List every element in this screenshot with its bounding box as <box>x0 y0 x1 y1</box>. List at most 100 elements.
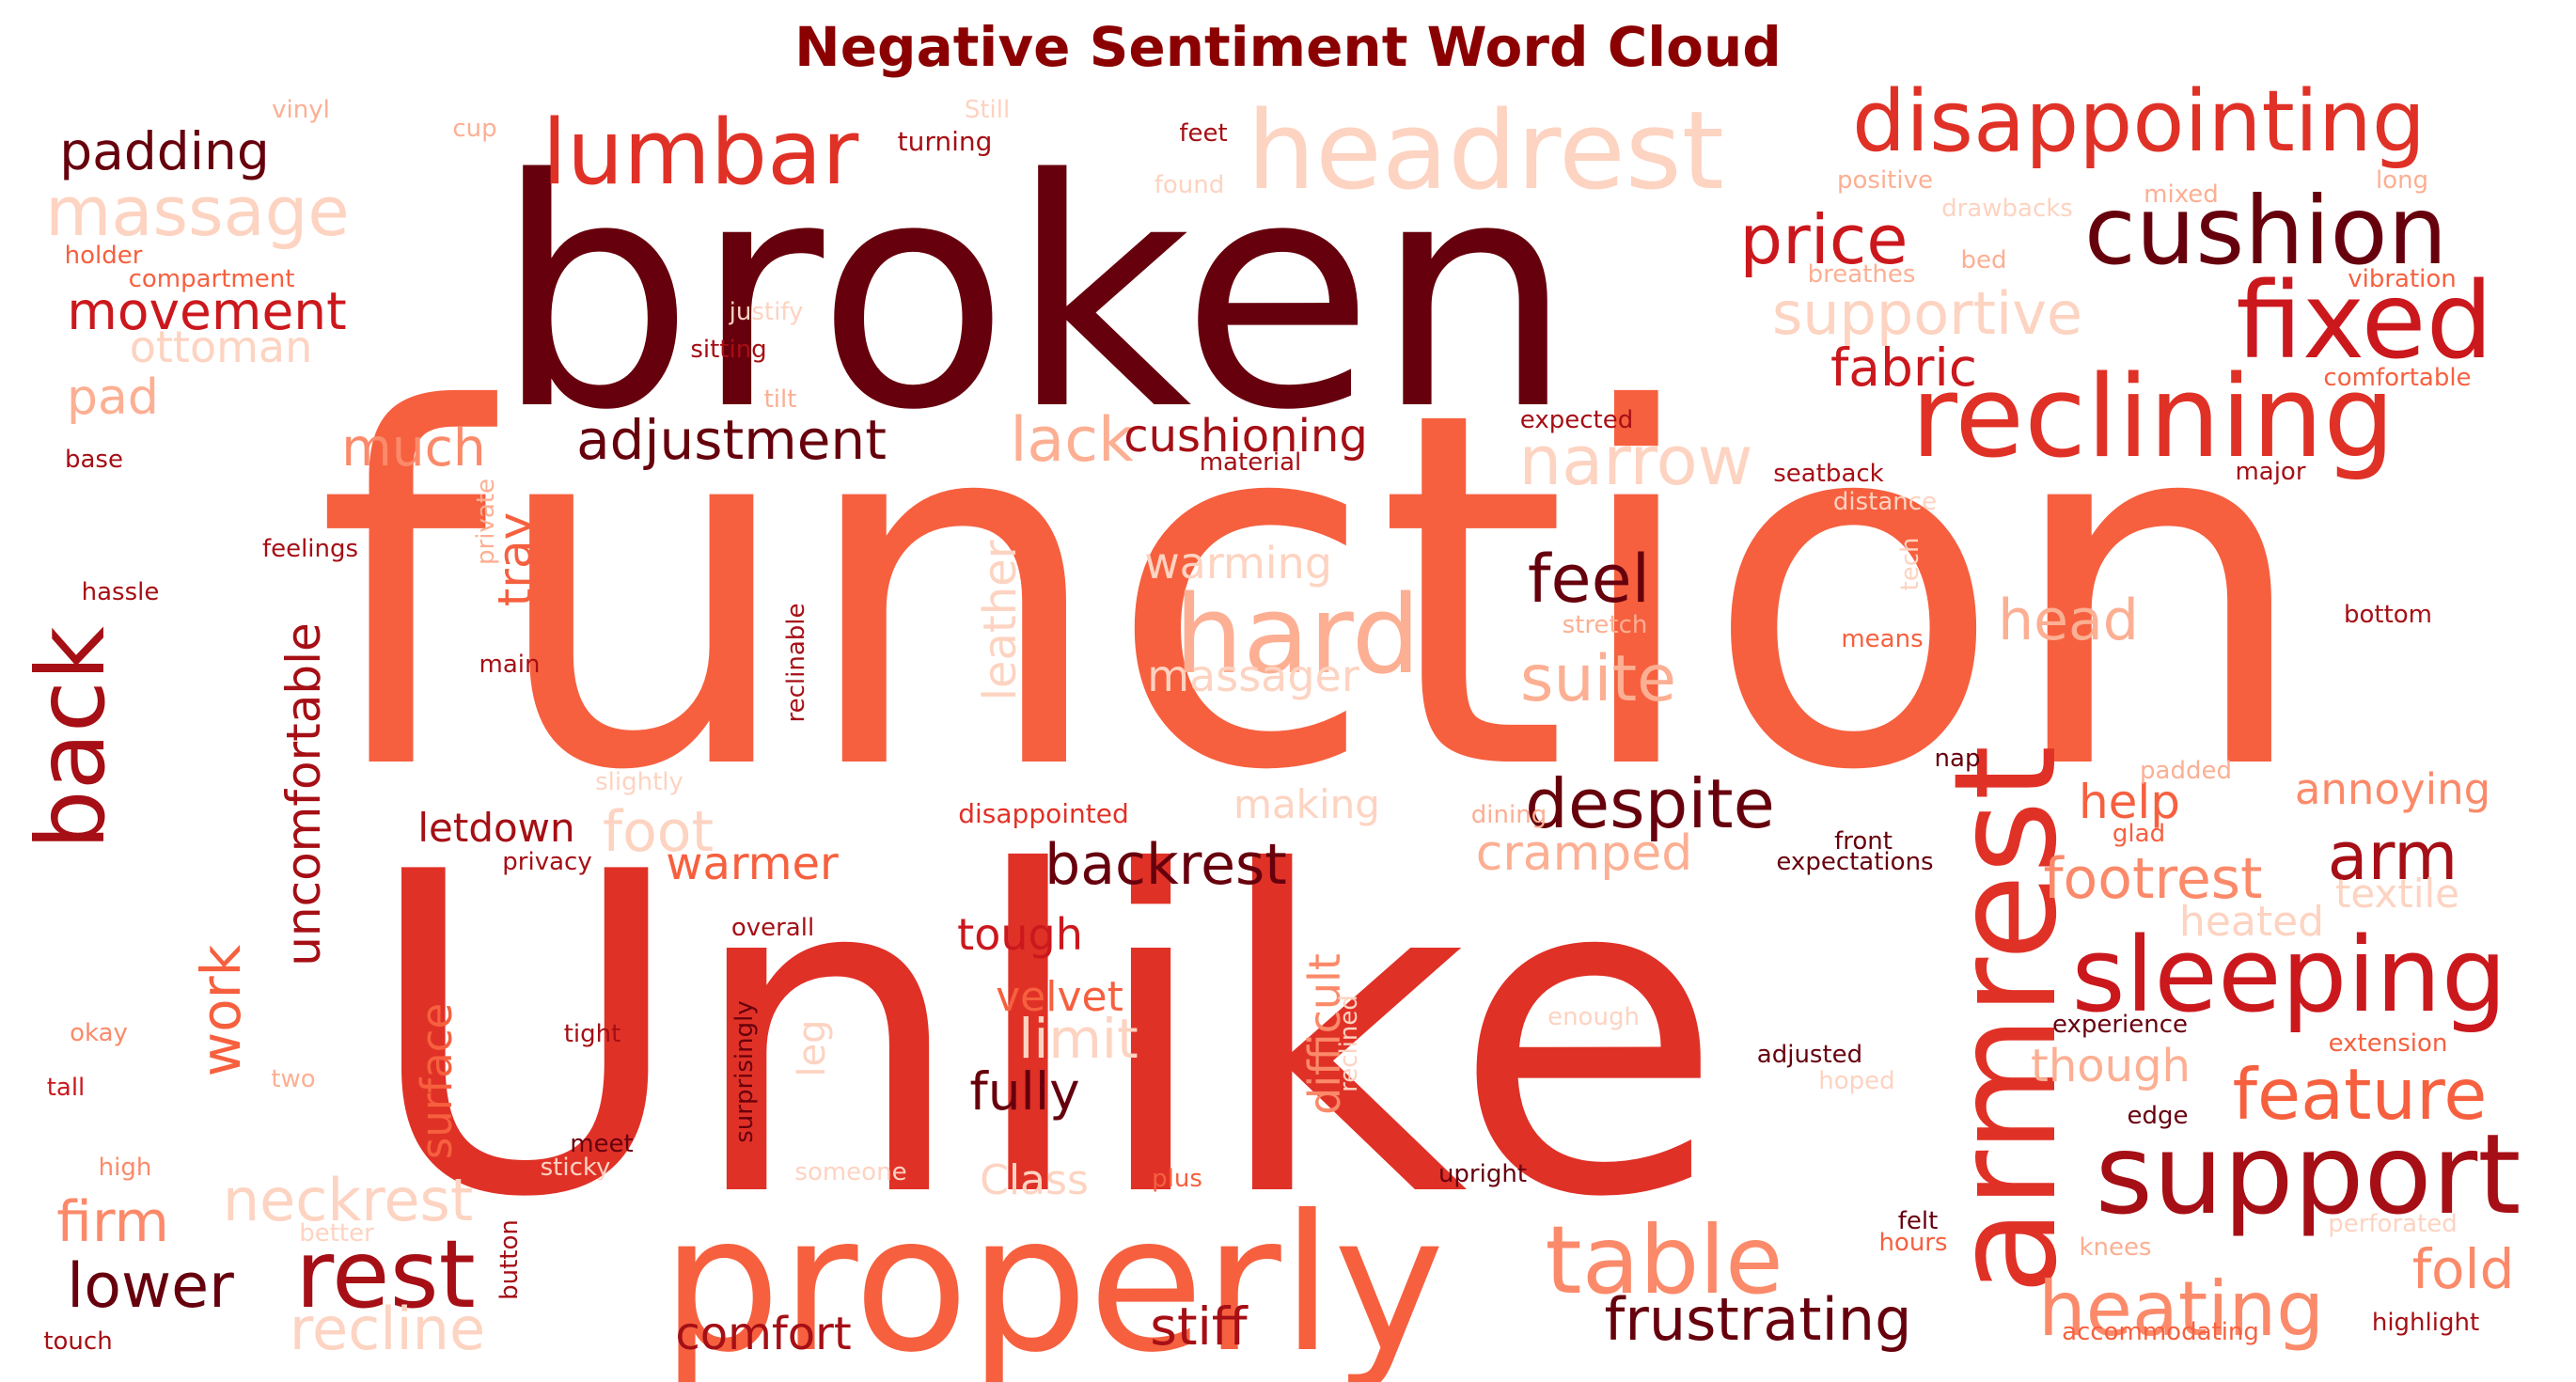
word-limit: limit <box>1018 1007 1139 1071</box>
word-leg: leg <box>791 1019 834 1076</box>
word-suite: suite <box>1520 642 1676 716</box>
word-major: major <box>2235 458 2305 486</box>
word-tech: tech <box>1896 538 1924 591</box>
word-disappointed: disappointed <box>958 798 1128 829</box>
word-seatback: seatback <box>1773 460 1883 488</box>
word-vinyl: vinyl <box>272 96 330 124</box>
word-highlight: highlight <box>2372 1309 2479 1337</box>
word-frustrating: frustrating <box>1605 1285 1912 1354</box>
word-upright: upright <box>1438 1160 1527 1188</box>
word-slightly: slightly <box>595 768 683 796</box>
word-knees: knees <box>2079 1233 2151 1262</box>
word-supportive: supportive <box>1772 279 2082 348</box>
word-nap: nap <box>1935 745 1981 773</box>
word-pad: pad <box>67 369 159 426</box>
word-making: making <box>1233 781 1380 827</box>
word-privacy: privacy <box>502 848 591 876</box>
word-adjusted: adjusted <box>1757 1041 1862 1069</box>
word-positive: positive <box>1837 166 1933 195</box>
word-feel: feel <box>1528 541 1650 618</box>
word-bottom: bottom <box>2344 601 2432 629</box>
word-front: front <box>1834 827 1893 856</box>
word-ottoman: ottoman <box>130 322 313 372</box>
word-hours: hours <box>1878 1229 1947 1257</box>
word-edge: edge <box>2128 1102 2189 1130</box>
word-reclining: reclining <box>1911 353 2395 483</box>
word-mixed: mixed <box>2144 181 2219 209</box>
word-holder: holder <box>65 242 143 270</box>
word-unlike: Unlike <box>363 779 1724 1294</box>
word-massage: massage <box>45 172 349 251</box>
word-cup: cup <box>452 115 496 143</box>
word-accommodating: accommodating <box>2062 1318 2259 1346</box>
word-stiff: stiff <box>1150 1296 1249 1357</box>
word-properly: properly <box>661 1175 1444 1382</box>
word-bed: bed <box>1960 246 2006 275</box>
word-recline: recline <box>290 1295 485 1363</box>
word-felt: felt <box>1898 1207 1939 1235</box>
word-tall: tall <box>47 1074 86 1102</box>
word-surface: surface <box>412 1003 462 1159</box>
word-massager: massager <box>1147 651 1359 701</box>
word-hard: hard <box>1174 573 1421 699</box>
word-feelings: feelings <box>262 535 358 563</box>
word-two: two <box>271 1065 315 1093</box>
word-reclined: reclined <box>1335 995 1363 1092</box>
word-sleeping: sleeping <box>2071 915 2506 1035</box>
word-cushion: cushion <box>2084 176 2447 286</box>
word-cushioning: cushioning <box>1123 410 1368 463</box>
word-firm: firm <box>56 1189 169 1255</box>
word-velvet: velvet <box>996 973 1123 1021</box>
word-feature: feature <box>2233 1053 2488 1136</box>
word-compartment: compartment <box>129 265 295 293</box>
word-extension: extension <box>2329 1029 2448 1058</box>
word-work: work <box>189 944 253 1076</box>
word-reclinable: reclinable <box>782 604 810 723</box>
word-leather: leather <box>974 540 1027 700</box>
word-annoying: annoying <box>2295 764 2490 814</box>
word-function: function <box>316 307 2313 877</box>
word-turning: turning <box>898 126 993 157</box>
word-adjustment: adjustment <box>576 408 887 472</box>
word-distance: distance <box>1833 488 1937 516</box>
word-justify: justify <box>729 298 804 326</box>
word-lower: lower <box>67 1251 234 1322</box>
word-back: back <box>16 626 126 850</box>
word-lumbar: lumbar <box>542 102 860 205</box>
word-meet: meet <box>570 1130 634 1158</box>
word-comfortable: comfortable <box>2323 364 2471 392</box>
word-cramped: cramped <box>1476 825 1693 882</box>
word-main: main <box>479 651 541 679</box>
word-overall: overall <box>731 914 814 942</box>
word-padded: padded <box>2140 757 2232 785</box>
word-support: support <box>2095 1109 2521 1239</box>
word-head: head <box>1998 588 2139 653</box>
word-still: Still <box>965 96 1010 124</box>
word-comfort: comfort <box>675 1308 851 1360</box>
word-plus: plus <box>1152 1165 1202 1193</box>
page-title: Negative Sentiment Word Cloud <box>794 15 1782 79</box>
word-hoped: hoped <box>1818 1067 1894 1095</box>
word-fold: fold <box>2412 1237 2515 1301</box>
word-tilt: tilt <box>764 385 797 414</box>
word-heated: heated <box>2179 898 2324 946</box>
word-high: high <box>99 1154 152 1182</box>
word-broken: broken <box>495 113 1574 479</box>
word-movement: movement <box>67 281 346 341</box>
word-textile: textile <box>2335 871 2459 917</box>
word-breathes: breathes <box>1808 260 1916 289</box>
word-material: material <box>1200 448 1302 477</box>
word-though: though <box>2031 1040 2191 1092</box>
word-base: base <box>65 446 123 474</box>
word-sitting: sitting <box>690 336 766 364</box>
word-fixed: fixed <box>2236 260 2492 383</box>
word-okay: okay <box>70 1019 128 1047</box>
word-drawbacks: drawbacks <box>1941 195 2073 223</box>
word-letdown: letdown <box>417 805 574 851</box>
word-perforated: perforated <box>2328 1210 2458 1238</box>
word-difficult: difficult <box>1299 953 1350 1115</box>
word-much: much <box>341 417 486 478</box>
word-means: means <box>1841 625 1923 653</box>
word-despite: despite <box>1525 764 1775 843</box>
word-experience: experience <box>2052 1011 2188 1039</box>
